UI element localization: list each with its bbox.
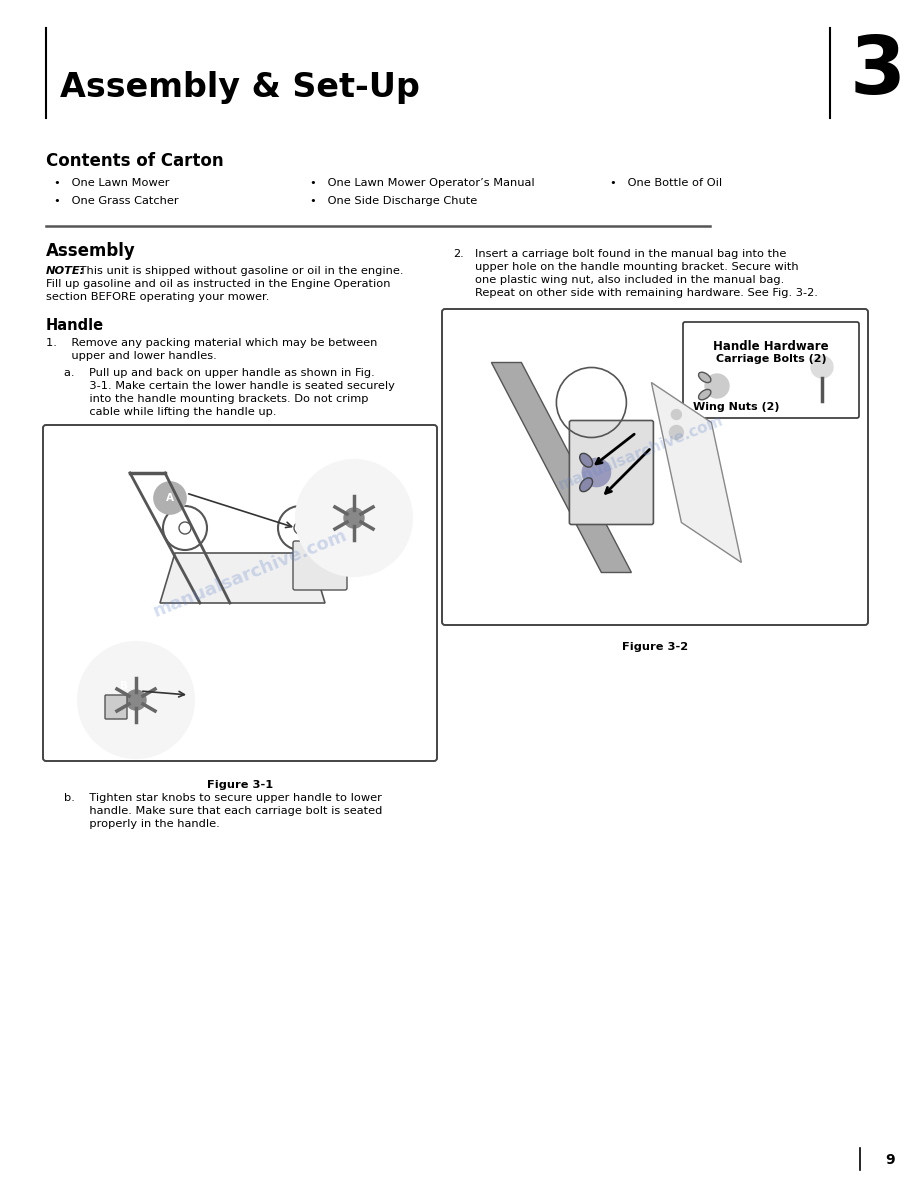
- Text: Handle Hardware: Handle Hardware: [713, 340, 829, 353]
- Text: Figure 3-2: Figure 3-2: [621, 642, 688, 652]
- Circle shape: [126, 690, 146, 710]
- Circle shape: [108, 670, 140, 702]
- Circle shape: [705, 374, 729, 398]
- Text: This unit is shipped without gasoline or oil in the engine.: This unit is shipped without gasoline or…: [76, 266, 404, 276]
- Text: Fill up gasoline and oil as instructed in the Engine Operation: Fill up gasoline and oil as instructed i…: [46, 279, 390, 289]
- Circle shape: [811, 356, 833, 378]
- Circle shape: [669, 425, 683, 440]
- Text: •   One Grass Catcher: • One Grass Catcher: [54, 196, 179, 206]
- Text: one plastic wing nut, also included in the manual bag.: one plastic wing nut, also included in t…: [475, 274, 784, 285]
- Circle shape: [78, 642, 194, 758]
- Text: •   One Bottle of Oil: • One Bottle of Oil: [610, 178, 722, 188]
- Circle shape: [671, 410, 681, 419]
- Text: 2.: 2.: [453, 249, 464, 259]
- Circle shape: [344, 508, 364, 527]
- Text: 1.    Remove any packing material which may be between: 1. Remove any packing material which may…: [46, 339, 377, 348]
- Text: Wing Nuts (2): Wing Nuts (2): [693, 402, 779, 412]
- Polygon shape: [491, 362, 632, 573]
- Text: •   One Lawn Mower: • One Lawn Mower: [54, 178, 170, 188]
- Text: Contents of Carton: Contents of Carton: [46, 152, 224, 170]
- Text: b.    Tighten star knobs to secure upper handle to lower: b. Tighten star knobs to secure upper ha…: [64, 794, 382, 803]
- Text: a.    Pull up and back on upper handle as shown in Fig.: a. Pull up and back on upper handle as s…: [64, 368, 375, 378]
- FancyBboxPatch shape: [442, 309, 868, 625]
- Circle shape: [296, 460, 412, 576]
- FancyBboxPatch shape: [105, 695, 127, 719]
- Text: cable while lifting the handle up.: cable while lifting the handle up.: [64, 407, 276, 417]
- FancyBboxPatch shape: [293, 541, 347, 590]
- Text: into the handle mounting brackets. Do not crimp: into the handle mounting brackets. Do no…: [64, 394, 368, 404]
- Ellipse shape: [579, 478, 592, 492]
- Text: Carriage Bolts (2): Carriage Bolts (2): [716, 354, 826, 364]
- Ellipse shape: [579, 454, 592, 467]
- Text: Assembly & Set-Up: Assembly & Set-Up: [60, 71, 420, 105]
- Text: manualsarchive.com: manualsarchive.com: [151, 526, 350, 620]
- Text: •   One Lawn Mower Operator’s Manual: • One Lawn Mower Operator’s Manual: [310, 178, 534, 188]
- Text: 3: 3: [850, 33, 906, 110]
- Text: Figure 3-1: Figure 3-1: [207, 781, 273, 790]
- Text: Insert a carriage bolt found in the manual bag into the: Insert a carriage bolt found in the manu…: [475, 249, 787, 259]
- Text: upper hole on the handle mounting bracket. Secure with: upper hole on the handle mounting bracke…: [475, 263, 799, 272]
- Text: •   One Side Discharge Chute: • One Side Discharge Chute: [310, 196, 477, 206]
- Text: upper and lower handles.: upper and lower handles.: [46, 350, 217, 361]
- Text: 9: 9: [885, 1154, 895, 1167]
- Text: NOTE:: NOTE:: [46, 266, 85, 276]
- Circle shape: [154, 482, 186, 514]
- Text: Handle: Handle: [46, 318, 104, 333]
- Ellipse shape: [699, 372, 711, 383]
- Text: 3-1. Make certain the lower handle is seated securely: 3-1. Make certain the lower handle is se…: [64, 381, 395, 391]
- FancyBboxPatch shape: [683, 322, 859, 418]
- FancyBboxPatch shape: [569, 421, 654, 524]
- Text: Repeat on other side with remaining hardware. See Fig. 3-2.: Repeat on other side with remaining hard…: [475, 287, 818, 298]
- Circle shape: [582, 459, 610, 487]
- Text: Assembly: Assembly: [46, 242, 136, 260]
- Ellipse shape: [699, 390, 711, 400]
- Text: handle. Make sure that each carriage bolt is seated: handle. Make sure that each carriage bol…: [64, 805, 383, 816]
- Text: properly in the handle.: properly in the handle.: [64, 819, 219, 829]
- FancyBboxPatch shape: [43, 425, 437, 762]
- Text: manualsarchive.com: manualsarchive.com: [556, 412, 726, 493]
- Polygon shape: [160, 552, 325, 604]
- Polygon shape: [652, 383, 742, 562]
- Text: A: A: [166, 493, 174, 503]
- Text: B: B: [120, 681, 128, 691]
- Text: section BEFORE operating your mower.: section BEFORE operating your mower.: [46, 292, 269, 302]
